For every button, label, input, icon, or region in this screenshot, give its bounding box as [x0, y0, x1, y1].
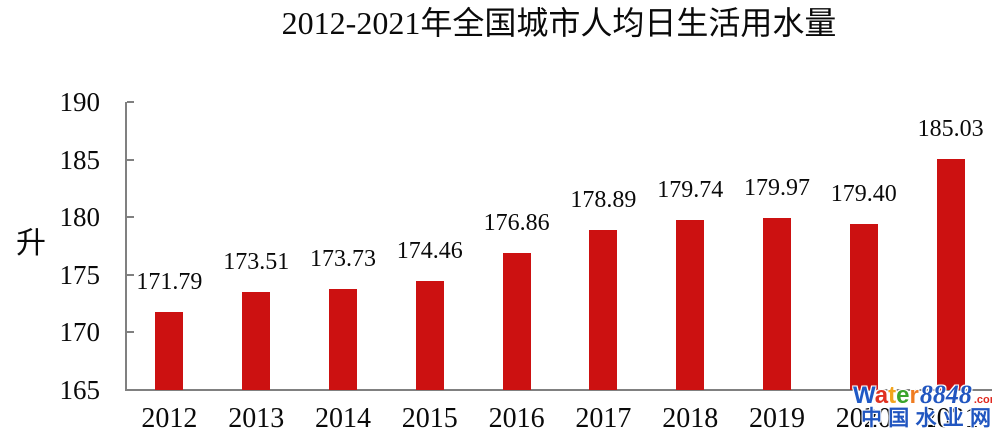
y-tick-mark	[127, 101, 134, 103]
bar	[155, 311, 184, 390]
x-tick-label: 2017	[575, 403, 632, 434]
chart-title: 2012-2021年全国城市人均日生活用水量	[281, 5, 837, 41]
y-tick-label: 165	[59, 375, 101, 405]
watermark-word: Water	[853, 383, 919, 409]
watermark-letter: a	[874, 382, 889, 409]
y-tick-label: 190	[59, 87, 101, 117]
y-axis-label: 升	[16, 227, 46, 260]
y-tick-label: 180	[59, 202, 101, 233]
x-tick-label: 2015	[401, 403, 458, 434]
x-tick-label: 2021	[922, 403, 979, 434]
bar	[763, 217, 791, 390]
x-axis-line	[125, 389, 992, 391]
bar	[502, 253, 531, 390]
bar	[329, 289, 357, 390]
bar-value-label: 173.51	[223, 248, 290, 275]
watermark-cn-char: 国	[888, 406, 910, 430]
watermark-letter: r	[909, 382, 919, 409]
bar-value-label: 179.74	[657, 177, 724, 204]
watermark-letter: t	[888, 382, 897, 409]
x-tick-label: 2013	[228, 403, 285, 434]
y-tick-label: 170	[59, 317, 101, 348]
y-tick-mark	[127, 158, 134, 161]
y-tick-mark	[127, 273, 134, 276]
y-tick-mark	[127, 331, 134, 334]
bar-value-label: 179.97	[744, 174, 810, 201]
bar	[242, 291, 271, 390]
y-tick-label: 185	[59, 144, 101, 175]
y-tick-label: 175	[59, 259, 101, 290]
watermark-cn-text: 中国水业网	[861, 406, 991, 430]
watermark-letter: W	[853, 382, 875, 409]
bar-value-label: 178.89	[570, 186, 637, 213]
watermark-cn-char: 中	[861, 406, 882, 430]
bar-value-label: 174.46	[396, 238, 463, 265]
x-tick-label: 2019	[749, 403, 805, 434]
watermark-cn-char: 网	[970, 406, 991, 430]
bar-value-label: 171.79	[136, 268, 203, 295]
watermark-cn-char: 水	[915, 406, 937, 430]
watermark-letter: e	[896, 382, 910, 409]
y-axis-line	[125, 102, 127, 390]
bar	[936, 159, 965, 390]
bar-value-label: 185.03	[917, 116, 984, 143]
x-tick-label: 2016	[488, 403, 545, 434]
watermark-cn-char: 业	[942, 406, 964, 430]
x-tick-label: 2018	[662, 403, 719, 434]
bar-value-label: 179.40	[830, 181, 897, 208]
watermark-domain-suffix: .com	[973, 394, 992, 406]
bar-value-label: 173.73	[310, 246, 376, 273]
x-tick-label: 2014	[315, 403, 371, 434]
bar	[676, 220, 705, 390]
watermark-number: 8848	[919, 380, 972, 409]
y-tick-mark	[127, 216, 134, 219]
bar	[415, 281, 444, 390]
x-tick-label: 2012	[141, 403, 198, 434]
bar	[589, 229, 618, 390]
bar	[849, 224, 878, 390]
bar-value-label: 176.86	[483, 210, 550, 237]
x-tick-label: 2020	[835, 403, 892, 434]
